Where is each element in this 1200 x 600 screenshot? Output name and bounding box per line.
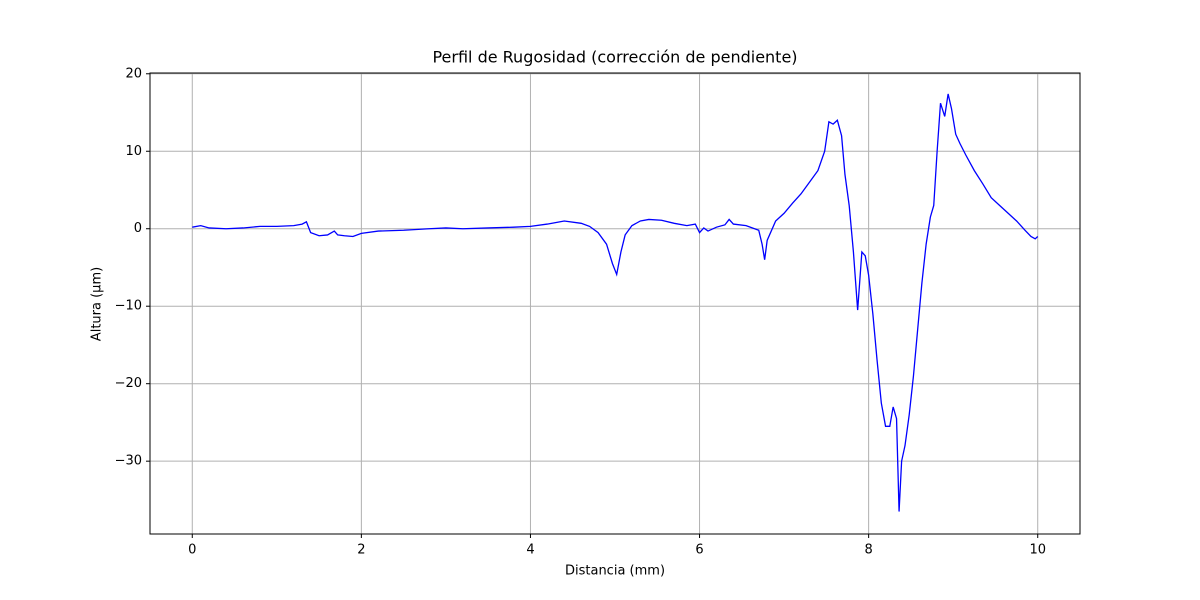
y-tick-label: −10 bbox=[115, 299, 142, 314]
x-tick-label: 0 bbox=[188, 543, 196, 558]
y-axis-label: Altura (µm) bbox=[90, 267, 105, 341]
y-tick-label: −20 bbox=[115, 376, 142, 391]
x-tick-label: 8 bbox=[864, 543, 872, 558]
y-tick-label: 0 bbox=[134, 221, 142, 236]
x-axis-label: Distancia (mm) bbox=[565, 564, 665, 579]
plot-frame bbox=[149, 72, 1081, 535]
data-line bbox=[192, 93, 1039, 512]
x-tick-label: 4 bbox=[526, 543, 534, 558]
x-tick-label: 2 bbox=[357, 543, 365, 558]
x-tick-label: 10 bbox=[1029, 543, 1046, 558]
chart-title: Perfil de Rugosidad (corrección de pendi… bbox=[432, 48, 797, 67]
y-tick-label: 10 bbox=[125, 144, 142, 159]
y-tick-label: −30 bbox=[115, 454, 142, 469]
x-tick-label: 6 bbox=[695, 543, 703, 558]
y-tick-label: 20 bbox=[125, 66, 142, 81]
